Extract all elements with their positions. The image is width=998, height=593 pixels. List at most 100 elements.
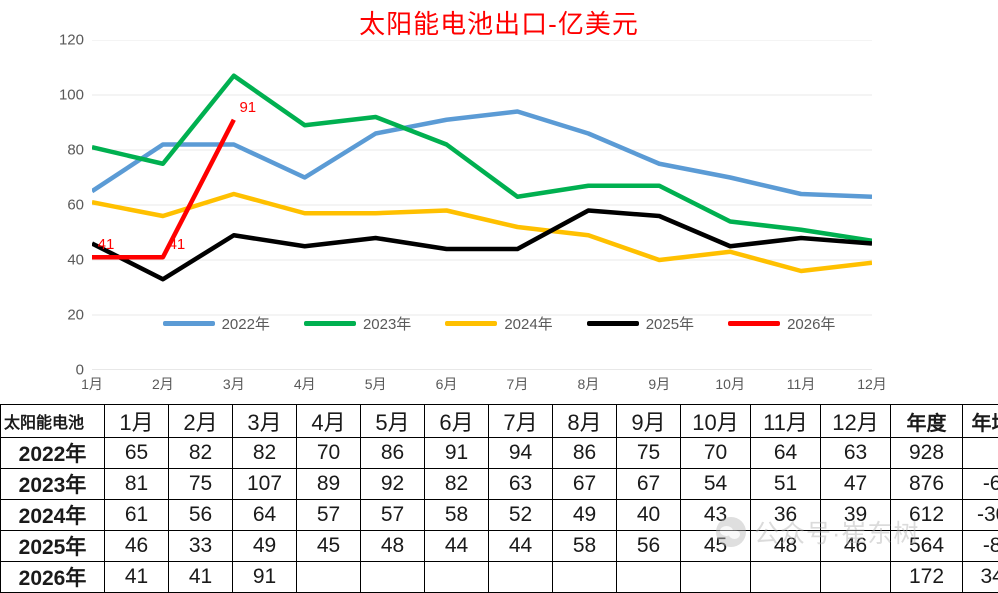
- table-header-row: 太阳能电池 1月2月3月4月5月6月7月8月9月10月11月12月年度年增速: [1, 405, 998, 438]
- y-axis-tick-80: 80: [24, 142, 84, 159]
- table-cell-2023年-11月: 51: [751, 469, 821, 500]
- table-cell-2023年-1月: 81: [105, 469, 169, 500]
- table-cell-2022年-5月: 86: [361, 438, 425, 469]
- x-axis-tick-9: 9月: [648, 374, 670, 394]
- legend-swatch-2025年: [587, 321, 639, 326]
- legend-label-2026年: 2026年: [787, 313, 835, 334]
- table-cell-2024年-2月: 56: [169, 500, 233, 531]
- table-cell-2023年-10月: 54: [681, 469, 751, 500]
- table-col-header-12: 12月: [821, 405, 891, 438]
- table-cell-2025年-1月: 46: [105, 531, 169, 562]
- y-axis-tick-100: 100: [24, 87, 84, 104]
- table-cell-2026年-7月: [489, 562, 553, 593]
- legend-item-2025年[interactable]: 2025年: [587, 313, 694, 334]
- table-cell-2022年-3月: 82: [233, 438, 297, 469]
- table-cell-2025年-4月: 45: [297, 531, 361, 562]
- table-cell-2026年-9月: [617, 562, 681, 593]
- table-col-header-5: 5月: [361, 405, 425, 438]
- table-cell-2026年-6月: [425, 562, 489, 593]
- table-cell-2025年-growth: -8%: [963, 531, 998, 562]
- table-cell-2023年-7月: 63: [489, 469, 553, 500]
- legend-item-2024年[interactable]: 2024年: [445, 313, 552, 334]
- table-col-header-6: 6月: [425, 405, 489, 438]
- table-col-header-growth: 年增速: [963, 405, 998, 438]
- table-cell-2026年-8月: [553, 562, 617, 593]
- legend-item-2023年[interactable]: 2023年: [304, 313, 411, 334]
- table-cell-2025年-3月: 49: [233, 531, 297, 562]
- x-axis-tick-3: 3月: [223, 374, 245, 394]
- table-col-header-1: 1月: [105, 405, 169, 438]
- table-cell-2024年-5月: 57: [361, 500, 425, 531]
- table-cell-2024年-growth: -30%: [963, 500, 998, 531]
- table-cell-2022年-6月: 91: [425, 438, 489, 469]
- table-row-header-2026年: 2026年: [1, 562, 105, 593]
- table-cell-2024年-12月: 39: [821, 500, 891, 531]
- table-cell-2023年-6月: 82: [425, 469, 489, 500]
- table-cell-2023年-4月: 89: [297, 469, 361, 500]
- table-cell-2026年-total: 172: [891, 562, 963, 593]
- table-col-header-4: 4月: [297, 405, 361, 438]
- chart-legend: 2022年 2023年 2024年 2025年 2026年: [0, 308, 998, 338]
- table-cell-2022年-growth: [963, 438, 998, 469]
- y-axis-tick-60: 60: [24, 197, 84, 214]
- legend-item-2026年[interactable]: 2026年: [728, 313, 835, 334]
- y-axis-tick-0: 0: [24, 362, 84, 379]
- table-row: 2026年41419117234%: [1, 562, 998, 593]
- table-cell-2026年-growth: 34%: [963, 562, 998, 593]
- x-axis-tick-1: 1月: [81, 374, 103, 394]
- table-col-header-8: 8月: [553, 405, 617, 438]
- legend-swatch-2024年: [445, 321, 497, 326]
- table-row-header-2025年: 2025年: [1, 531, 105, 562]
- table-row-header-2023年: 2023年: [1, 469, 105, 500]
- legend-swatch-2022年: [163, 321, 215, 326]
- table-cell-2024年-total: 612: [891, 500, 963, 531]
- table-cell-2022年-9月: 75: [617, 438, 681, 469]
- table-cell-2024年-4月: 57: [297, 500, 361, 531]
- data-label-2026年-2: 41: [169, 236, 186, 253]
- legend-item-2022年[interactable]: 2022年: [163, 313, 270, 334]
- x-axis-tick-11: 11月: [787, 374, 816, 394]
- table-cell-2022年-1月: 65: [105, 438, 169, 469]
- table-cell-2026年-12月: [821, 562, 891, 593]
- data-table: 太阳能电池 1月2月3月4月5月6月7月8月9月10月11月12月年度年增速 2…: [0, 404, 998, 593]
- y-axis-tick-40: 40: [24, 252, 84, 269]
- table-cell-2022年-total: 928: [891, 438, 963, 469]
- table-cell-2023年-total: 876: [891, 469, 963, 500]
- table-cell-2024年-3月: 64: [233, 500, 297, 531]
- table-cell-2026年-3月: 91: [233, 562, 297, 593]
- table-cell-2023年-9月: 67: [617, 469, 681, 500]
- table-cell-2024年-6月: 58: [425, 500, 489, 531]
- table-col-header-10: 10月: [681, 405, 751, 438]
- table-cell-2026年-2月: 41: [169, 562, 233, 593]
- table-cell-2023年-2月: 75: [169, 469, 233, 500]
- table-cell-2025年-9月: 56: [617, 531, 681, 562]
- table-row-header-2024年: 2024年: [1, 500, 105, 531]
- table-cell-2024年-10月: 43: [681, 500, 751, 531]
- legend-swatch-2026年: [728, 321, 780, 326]
- series-line-2024年: [92, 194, 872, 271]
- table-cell-2024年-1月: 61: [105, 500, 169, 531]
- table-cell-2023年-8月: 67: [553, 469, 617, 500]
- table-cell-2025年-5月: 48: [361, 531, 425, 562]
- series-line-2023年: [92, 76, 872, 241]
- table-corner-label: 太阳能电池: [1, 405, 105, 438]
- table-cell-2026年-10月: [681, 562, 751, 593]
- table-cell-2022年-2月: 82: [169, 438, 233, 469]
- x-axis-tick-6: 6月: [436, 374, 458, 394]
- chart-title: 太阳能电池出口-亿美元: [0, 4, 998, 41]
- table-cell-2026年-1月: 41: [105, 562, 169, 593]
- table-cell-2025年-total: 564: [891, 531, 963, 562]
- x-axis-tick-2: 2月: [152, 374, 174, 394]
- table-row-header-2022年: 2022年: [1, 438, 105, 469]
- table-cell-2023年-3月: 107: [233, 469, 297, 500]
- legend-swatch-2023年: [304, 321, 356, 326]
- legend-label-2022年: 2022年: [222, 313, 270, 334]
